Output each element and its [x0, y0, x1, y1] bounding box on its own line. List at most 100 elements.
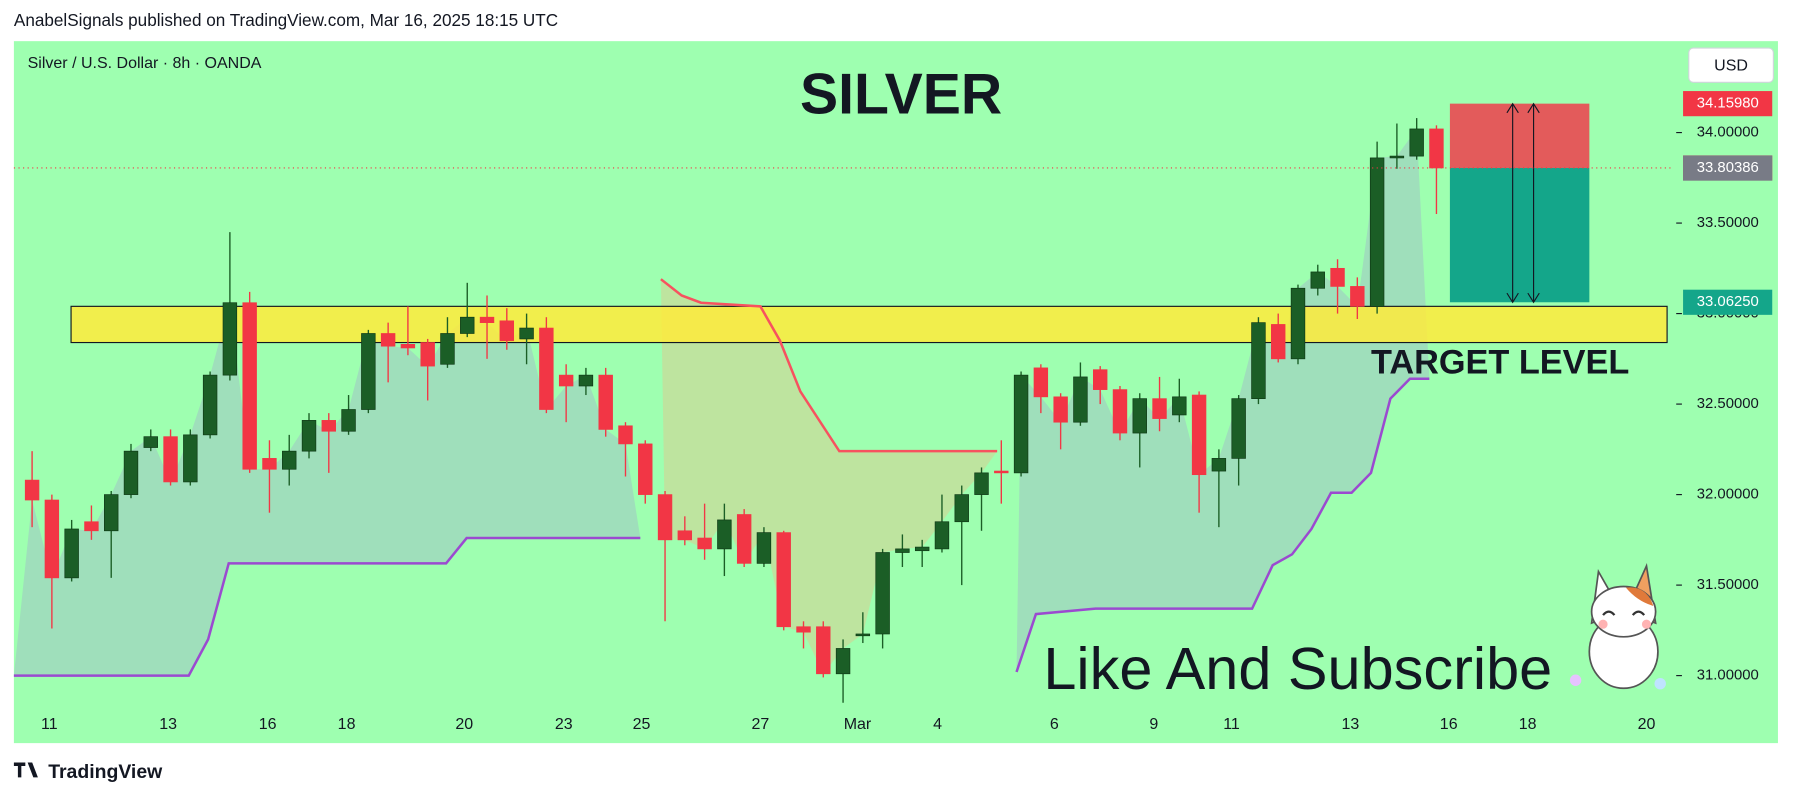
x-tick-label: 13	[1342, 716, 1360, 733]
range-arrow	[1527, 102, 1540, 304]
candle-body	[736, 514, 752, 564]
x-tick-label: 9	[1149, 716, 1158, 733]
candle-body	[460, 316, 475, 334]
currency[interactable]: USD	[1714, 58, 1748, 75]
y-tick-label: 32.50000	[1697, 396, 1759, 412]
x-tick-label: 23	[555, 716, 573, 733]
candle-body	[321, 420, 336, 432]
plot: 31.0000031.5000032.0000032.5000033.00000…	[13, 102, 1759, 733]
candle-body	[1290, 287, 1306, 360]
candle-body	[1092, 369, 1108, 390]
footer-logo-text: TradingView	[48, 761, 163, 783]
candle-body	[578, 374, 594, 387]
x-tick-label: 4	[933, 716, 942, 733]
indicator-area	[660, 279, 998, 674]
x-tick-label: 16	[259, 716, 277, 733]
candle-body	[796, 626, 811, 633]
candle-body	[1350, 286, 1365, 307]
candle-body	[163, 436, 178, 483]
price-label: 34.15980	[1697, 96, 1759, 112]
candle-body	[24, 479, 40, 501]
price-label-box	[1683, 155, 1773, 181]
support-zone	[70, 305, 1668, 344]
candle-body	[855, 633, 871, 637]
candle-body	[539, 327, 554, 410]
candle-body	[697, 537, 712, 550]
candle-body	[64, 528, 79, 579]
candle-body	[677, 530, 693, 541]
candle-body	[183, 434, 198, 483]
candle-body	[657, 494, 673, 541]
sticker	[1569, 562, 1666, 690]
y-tick-label: 31.00000	[1697, 668, 1759, 684]
candle-body	[143, 436, 158, 448]
candle-body	[558, 374, 574, 387]
subtitle: Silver / U.S. Dollar · 8h · OANDA	[28, 55, 262, 72]
candle-body	[479, 316, 495, 323]
candle-body	[400, 344, 416, 349]
candle-body	[44, 499, 60, 579]
candle-body	[1330, 267, 1345, 287]
x-tick-label: 20	[455, 716, 473, 733]
indicator-line	[1015, 377, 1430, 673]
header: AnabelSignals published on TradingView.c…	[14, 10, 558, 30]
candle-body	[756, 532, 772, 564]
range-arrow	[1506, 102, 1519, 304]
candle-body	[282, 450, 297, 470]
candle-body	[1429, 128, 1444, 169]
x-tick-label: 25	[633, 716, 651, 733]
candle-body	[202, 374, 218, 436]
candle-body	[361, 333, 376, 410]
candle-body	[499, 320, 515, 342]
candle-body	[638, 443, 653, 495]
candle-body	[816, 626, 831, 675]
candle-body	[618, 425, 633, 445]
candle-body	[1033, 367, 1049, 398]
candle-body	[776, 532, 791, 628]
x-tick-label: 18	[1519, 716, 1537, 733]
x-tick-label: Mar	[844, 716, 872, 733]
annotation: TARGET LEVEL	[1371, 344, 1629, 382]
candle-body	[835, 648, 851, 675]
candle-body	[1409, 128, 1424, 157]
footer-logo	[13, 762, 38, 778]
candle-body	[380, 333, 396, 347]
candle-body	[1152, 398, 1167, 419]
candle-body	[1132, 398, 1147, 434]
y-tick-label: 34.00000	[1697, 124, 1759, 140]
candle-body	[895, 548, 910, 553]
candle-body	[1013, 374, 1029, 474]
candle-body	[598, 374, 613, 430]
x-tick-label: 11	[41, 716, 58, 733]
annotation: Like And Subscribe	[1043, 635, 1552, 702]
candle-body	[954, 494, 969, 523]
chart-title: SILVER	[800, 62, 1002, 126]
price-label-box	[1683, 289, 1773, 315]
currency-box[interactable]	[1688, 47, 1774, 83]
price-label: 33.80386	[1697, 160, 1759, 176]
candle-body	[1231, 398, 1246, 459]
x-tick-label: 11	[1223, 716, 1240, 733]
candle-body	[262, 458, 277, 470]
x-tick-label: 20	[1638, 716, 1656, 733]
candle-body	[1211, 458, 1227, 472]
candle-body	[1310, 271, 1325, 289]
price-label: 33.06250	[1697, 294, 1759, 310]
stop-zone	[1449, 103, 1590, 168]
x-tick-label: 18	[338, 716, 356, 733]
candle-body	[934, 521, 950, 550]
indicator-area	[13, 302, 641, 676]
candle-body	[717, 519, 732, 550]
candle-body	[104, 494, 119, 532]
candle-body	[301, 420, 317, 452]
candle-body	[914, 546, 930, 552]
indicator-line	[660, 278, 998, 453]
candle-body	[1073, 376, 1088, 423]
candle-body	[123, 450, 139, 495]
candle-body	[1369, 157, 1385, 307]
candle-body	[222, 302, 238, 376]
y-tick-label: 33.50000	[1697, 215, 1759, 231]
candle-body	[440, 333, 455, 365]
candle-body	[974, 472, 989, 495]
